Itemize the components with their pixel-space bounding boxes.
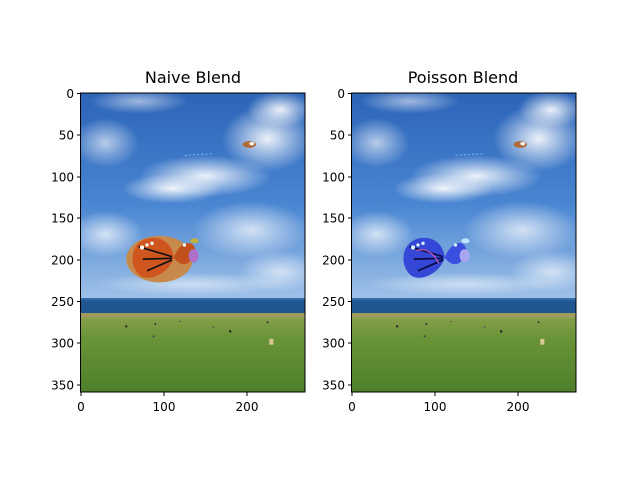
- panel-poisson: Poisson Blend: [322, 68, 577, 414]
- x-tick-label: 200: [507, 400, 530, 414]
- butterfly-poisson: [403, 237, 470, 278]
- y-tick-label: 0: [337, 87, 345, 101]
- y-tick-label: 100: [322, 171, 345, 185]
- panel-title: Naive Blend: [145, 68, 241, 87]
- y-tick-label: 350: [322, 379, 345, 393]
- y-tick-label: 50: [59, 129, 74, 143]
- naive-image: [80, 93, 305, 392]
- y-tick-label: 150: [322, 212, 345, 226]
- y-axis: 0 50 100 150 200 250 300 350: [322, 87, 352, 393]
- y-tick-label: 300: [51, 337, 74, 351]
- y-tick-label: 250: [51, 295, 74, 309]
- y-tick-label: 200: [322, 254, 345, 268]
- panel-title: Poisson Blend: [408, 68, 519, 87]
- y-tick-label: 150: [51, 212, 74, 226]
- y-tick-label: 0: [66, 87, 74, 101]
- x-tick-label: 100: [424, 400, 447, 414]
- x-axis: 0 100 200: [348, 392, 529, 414]
- x-tick-label: 100: [153, 400, 176, 414]
- y-axis: 0 50 100 150 200 250 300 350: [51, 87, 81, 393]
- panel-naive: Naive Blend: [51, 68, 306, 414]
- y-tick-label: 350: [51, 379, 74, 393]
- x-tick-label: 200: [236, 400, 259, 414]
- x-axis: 0 100 200: [77, 392, 258, 414]
- x-tick-label: 0: [77, 400, 85, 414]
- y-tick-label: 200: [51, 254, 74, 268]
- y-tick-label: 50: [330, 129, 345, 143]
- axes-frame: [351, 92, 577, 393]
- x-tick-label: 0: [348, 400, 356, 414]
- poisson-image: [351, 93, 576, 392]
- butterfly-naive: [126, 235, 199, 283]
- y-tick-label: 100: [51, 171, 74, 185]
- axes-frame: [80, 92, 306, 393]
- y-tick-label: 300: [322, 337, 345, 351]
- y-tick-label: 250: [322, 295, 345, 309]
